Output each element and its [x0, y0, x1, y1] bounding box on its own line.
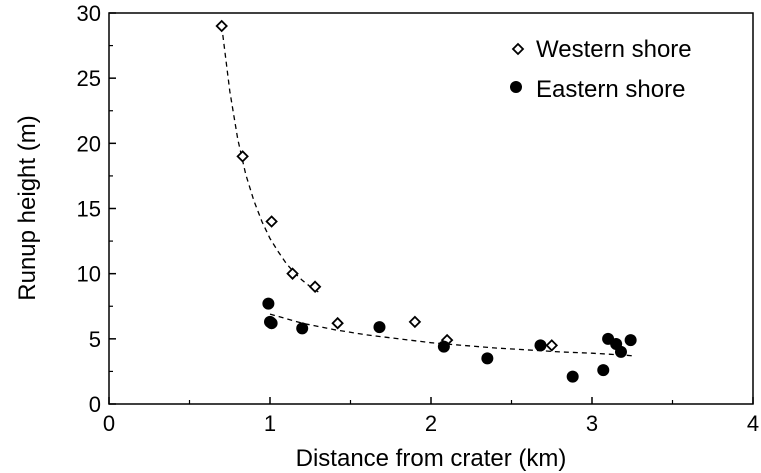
eastern-point: [481, 352, 494, 365]
fit-line-0: [221, 25, 319, 293]
eastern-point: [437, 340, 450, 353]
data-points: [215, 19, 637, 383]
legend-western-marker: [511, 42, 525, 56]
legend-western-label: Western shore: [536, 36, 692, 63]
x-tick-label: 1: [264, 411, 276, 436]
western-point: [215, 19, 228, 33]
eastern-point: [534, 339, 547, 352]
plot-frame: [108, 12, 754, 405]
fit-line-1: [269, 313, 633, 357]
x-axis: 0 1 2 3 4: [103, 397, 759, 436]
western-point: [286, 267, 299, 280]
y-tick-label: 20: [77, 131, 101, 156]
y-tick-label: 15: [77, 197, 101, 222]
eastern-point: [614, 345, 627, 358]
x-tick-label: 4: [747, 411, 759, 436]
eastern-point: [597, 364, 610, 377]
y-tick-label: 0: [89, 392, 101, 417]
x-tick-label: 2: [425, 411, 437, 436]
legend: Western shore Eastern shore: [510, 36, 692, 103]
western-point: [331, 316, 344, 330]
eastern-point: [265, 317, 278, 330]
fit-lines: [221, 25, 633, 357]
y-tick-label: 10: [77, 262, 101, 287]
y-tick-label: 30: [77, 1, 101, 26]
western-point: [408, 315, 422, 329]
eastern-point: [566, 370, 579, 383]
eastern-point: [624, 334, 637, 347]
eastern-point: [296, 322, 309, 335]
x-tick-label: 0: [103, 411, 115, 436]
y-axis: 0 5 10 15 20 25 30: [77, 1, 116, 417]
x-axis-title: Distance from crater (km): [296, 445, 567, 472]
eastern-point: [262, 297, 275, 310]
y-axis-title: Runup height (m): [14, 115, 41, 300]
western-point: [308, 280, 322, 293]
y-tick-label: 25: [77, 66, 101, 91]
western-point: [236, 150, 249, 163]
legend-eastern-label: Eastern shore: [536, 76, 685, 103]
eastern-point: [373, 321, 386, 334]
x-tick-label: 3: [586, 411, 598, 436]
western-point: [545, 339, 559, 352]
western-point: [265, 215, 278, 228]
legend-eastern-marker: [510, 81, 522, 93]
y-tick-label: 5: [89, 327, 101, 352]
